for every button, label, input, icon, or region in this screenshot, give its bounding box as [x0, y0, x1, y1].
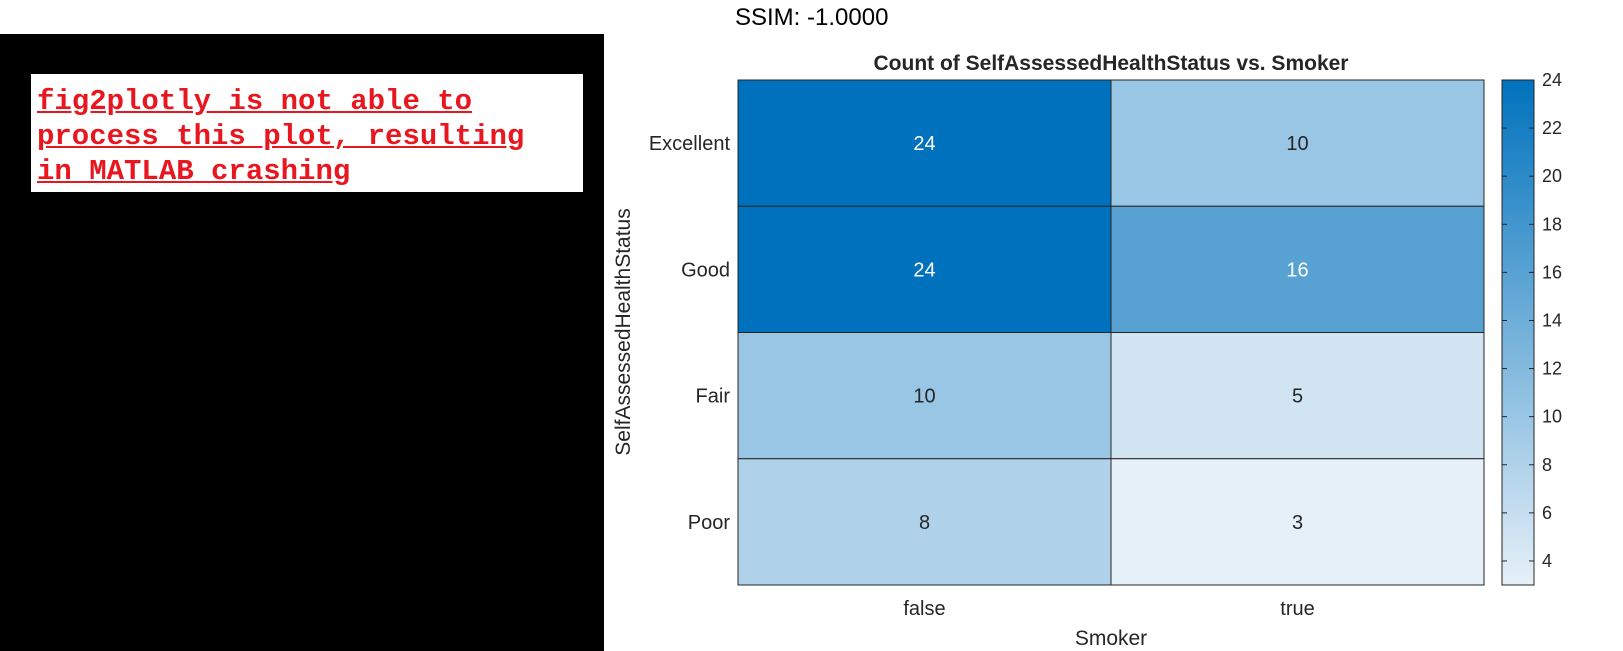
heatmap-cell	[1110, 458, 1485, 586]
colorbar-tick-label: 12	[1542, 359, 1562, 379]
chart-title: Count of SelfAssessedHealthStatus vs. Sm…	[874, 52, 1349, 75]
colorbar-tick-label: 16	[1542, 262, 1562, 282]
colorbar-tick-label: 10	[1542, 407, 1562, 427]
heatmap-cell	[1110, 332, 1485, 460]
colorbar-tick-label: 24	[1542, 70, 1562, 90]
colorbar-tick-label: 14	[1542, 310, 1562, 330]
error-message: fig2plotly is not able to process this p…	[37, 84, 583, 189]
y-tick-labels: Excellent Good Fair Poor	[649, 133, 731, 534]
cell-value-label: 16	[1286, 259, 1308, 281]
cell-value-label: 5	[1292, 386, 1303, 408]
colorbar-tick-label: 18	[1542, 214, 1562, 234]
x-axis-label: Smoker	[1075, 627, 1147, 650]
heatmap-cell	[737, 79, 1112, 207]
cell-value-label: 10	[913, 386, 935, 408]
colorbar: 4 6 8 10 12 14 16 18 20 22 24	[1501, 70, 1562, 586]
error-line-1: fig2plotly is not able to	[37, 85, 473, 118]
cell-value-label: 8	[919, 512, 930, 534]
colorbar-gradient	[1501, 79, 1535, 586]
error-line-3: in MATLAB crashing	[37, 155, 351, 188]
y-tick-label: Poor	[688, 512, 731, 534]
heatmap-cell	[737, 205, 1112, 333]
y-tick-label: Good	[681, 259, 730, 281]
error-line-2: process this plot, resulting	[37, 120, 525, 153]
colorbar-tick-label: 6	[1542, 503, 1552, 523]
colorbar-tick-label: 20	[1542, 166, 1562, 186]
heatmap-cells: 24 10 24 16 10 5 8 3	[737, 79, 1485, 586]
cell-value-label: 24	[913, 133, 935, 155]
heatmap-cell	[1110, 79, 1485, 207]
y-axis-label: SelfAssessedHealthStatus	[612, 208, 635, 455]
colorbar-tick-label: 4	[1542, 551, 1552, 571]
error-panel: fig2plotly is not able to process this p…	[0, 34, 604, 651]
colorbar-tick-label: 22	[1542, 118, 1562, 138]
heatmap-cell	[1110, 205, 1485, 333]
y-tick-label: Fair	[696, 386, 731, 408]
ssim-label: SSIM: -1.0000	[735, 4, 889, 31]
cell-value-label: 3	[1292, 512, 1303, 534]
y-tick-label: Excellent	[649, 133, 731, 155]
cell-value-label: 24	[913, 259, 935, 281]
x-tick-label: true	[1280, 598, 1314, 620]
error-message-box: fig2plotly is not able to process this p…	[31, 74, 583, 192]
x-tick-labels: false true	[903, 598, 1314, 620]
cell-value-label: 10	[1286, 133, 1308, 155]
x-tick-label: false	[903, 598, 945, 620]
heatmap-cell	[737, 332, 1112, 460]
colorbar-tick-label: 8	[1542, 455, 1552, 475]
